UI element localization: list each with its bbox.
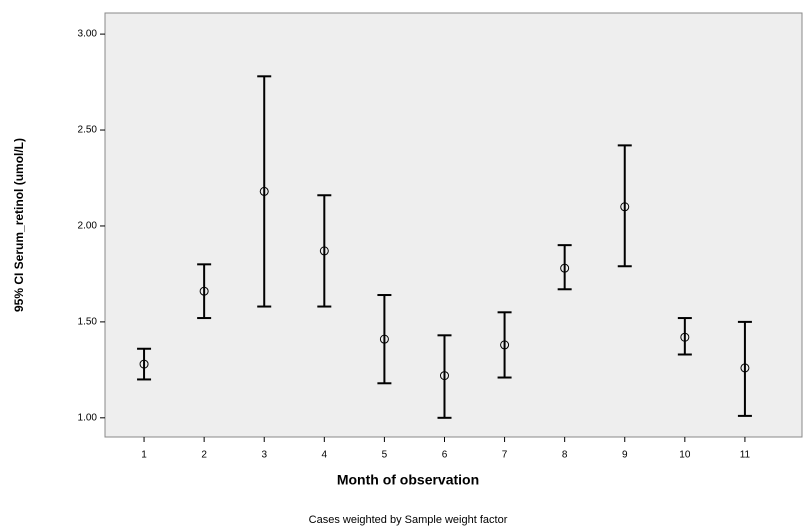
mean-marker	[500, 340, 510, 350]
y-tick-label: 1.00	[78, 412, 98, 423]
plot-area	[104, 12, 803, 438]
y-tick-label: 2.00	[78, 221, 98, 232]
y-tick-label: 2.50	[78, 125, 98, 136]
x-tick-label: 10	[679, 450, 691, 461]
x-tick-label: 4	[322, 450, 328, 461]
x-tick-label: 11	[740, 450, 751, 461]
x-tick-label: 9	[622, 450, 628, 461]
mean-marker	[319, 246, 329, 256]
mean-marker	[379, 334, 389, 344]
x-tick-label: 7	[502, 450, 508, 461]
mean-marker	[740, 363, 750, 373]
y-axis-label: 95% CI Serum_retinol (umol/L)	[12, 138, 26, 312]
x-tick-label: 5	[382, 450, 388, 461]
y-tick-label: 1.50	[78, 317, 98, 328]
y-tick-label: 3.00	[78, 29, 98, 40]
footnote: Cases weighted by Sample weight factor	[309, 514, 508, 526]
mean-marker	[139, 359, 149, 369]
x-tick-label: 3	[261, 450, 267, 461]
x-tick-label: 2	[201, 450, 207, 461]
x-axis-label: Month of observation	[337, 472, 479, 488]
mean-marker	[680, 332, 690, 342]
mean-marker	[259, 186, 269, 196]
mean-marker	[560, 263, 570, 273]
x-tick-label: 6	[442, 450, 448, 461]
mean-marker	[620, 202, 630, 212]
mean-marker	[199, 286, 209, 296]
mean-marker	[439, 371, 449, 381]
x-tick-label: 8	[562, 450, 568, 461]
x-tick-label: 1	[141, 450, 147, 461]
